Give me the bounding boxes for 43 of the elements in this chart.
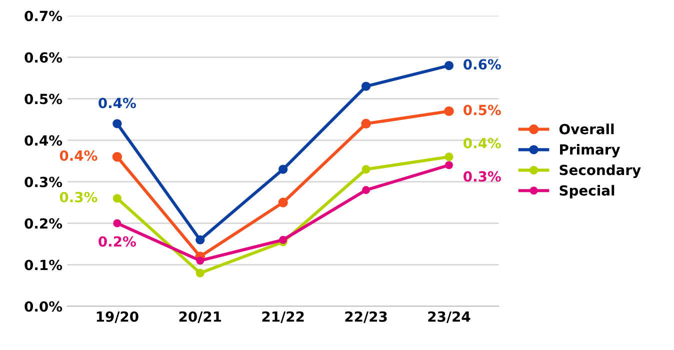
data-label: 0.5% xyxy=(464,104,501,116)
legend-label: Overall xyxy=(559,124,614,134)
data-label: 0.6% xyxy=(464,59,501,70)
point xyxy=(361,118,371,129)
x-tick-label: 20/21 xyxy=(179,311,222,323)
y-tick-label: 0.0% xyxy=(24,301,62,312)
point xyxy=(279,236,288,244)
point xyxy=(196,256,204,265)
data-label: 0.4% xyxy=(98,98,136,108)
legend-label: Special xyxy=(560,184,614,198)
y-tick-label: 0.2% xyxy=(24,218,62,229)
x-tick-label: 21/22 xyxy=(262,311,304,323)
point xyxy=(196,235,205,244)
data-label: 0.4% xyxy=(464,138,501,148)
y-tick-label: 0.7% xyxy=(24,10,62,22)
legend-label: Secondary xyxy=(560,164,641,178)
y-tick-label: 0.1% xyxy=(24,260,62,270)
point xyxy=(444,161,454,170)
y-tick-label: 0.3% xyxy=(24,176,62,188)
point xyxy=(112,119,122,128)
point xyxy=(112,194,122,203)
y-tick-label: 0.6% xyxy=(24,52,62,63)
point xyxy=(112,152,122,162)
point xyxy=(113,219,122,228)
point xyxy=(444,60,454,70)
point xyxy=(361,82,371,91)
data-label: 0.4% xyxy=(60,150,98,161)
point xyxy=(362,186,370,194)
point xyxy=(278,198,288,208)
y-tick-label: 0.4% xyxy=(24,135,62,146)
point xyxy=(444,152,454,162)
x-tick-label: 23/24 xyxy=(428,311,470,323)
data-label: 0.3% xyxy=(464,171,501,182)
legend-label: Primary xyxy=(560,144,620,158)
data-label: 0.3% xyxy=(60,192,98,202)
x-tick-label: 22/23 xyxy=(345,311,387,323)
data-label: 0.2% xyxy=(98,236,136,247)
point xyxy=(196,268,204,278)
point xyxy=(444,106,454,116)
point xyxy=(278,164,288,174)
y-tick-label: 0.5% xyxy=(24,94,62,104)
x-tick-label: 19/20 xyxy=(96,311,138,323)
point xyxy=(362,164,370,174)
